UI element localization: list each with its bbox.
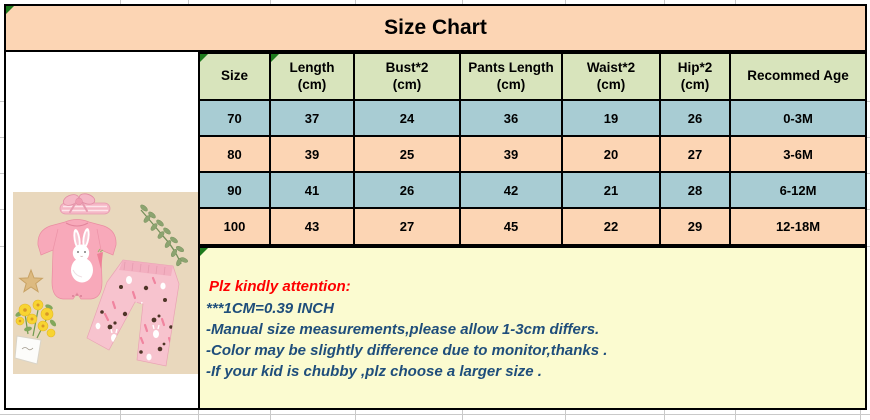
column-header-hip: Hip*2 (cm) xyxy=(661,54,731,101)
gridline xyxy=(188,0,189,4)
column-header-bust: Bust*2 (cm) xyxy=(355,54,461,101)
table-cell: 0-3M xyxy=(731,101,865,137)
product-photo-cell xyxy=(4,52,203,410)
column-header-waist: Waist*2 (cm) xyxy=(563,54,661,101)
flowers-graphic xyxy=(14,299,57,365)
table-cell: 26 xyxy=(661,101,731,137)
product-photo xyxy=(13,192,203,374)
table-cell: 25 xyxy=(355,137,461,173)
gridline xyxy=(867,101,870,102)
gridline xyxy=(735,410,736,420)
note-line: -If your kid is chubby ,plz choose a lar… xyxy=(206,363,542,380)
table-cell: 36 xyxy=(461,101,563,137)
page-title-text: Size Chart xyxy=(384,16,487,39)
table-cell: 39 xyxy=(271,137,355,173)
table-cell: 29 xyxy=(661,209,731,244)
gridline xyxy=(867,137,870,138)
table-cell: 24 xyxy=(355,101,461,137)
table-cell: 19 xyxy=(563,101,661,137)
gridline xyxy=(735,0,736,4)
column-header-size: Size xyxy=(200,54,271,101)
table-cell: 28 xyxy=(661,173,731,209)
notes-heading: Plz kindly attention: xyxy=(209,278,351,295)
gridline xyxy=(565,0,566,4)
gridline xyxy=(664,410,665,420)
green-corner-marker xyxy=(271,54,279,62)
gridline xyxy=(355,0,356,4)
table-cell: 80 xyxy=(200,137,271,173)
gridline xyxy=(0,173,4,174)
gridline xyxy=(664,0,665,4)
note-line: -Color may be slightly difference due to… xyxy=(206,342,608,359)
star-graphic xyxy=(18,268,44,293)
table-cell: 41 xyxy=(271,173,355,209)
gridline xyxy=(867,209,870,210)
column-header-pants-length: Pants Length (cm) xyxy=(461,54,563,101)
gridline xyxy=(867,173,870,174)
pants-graphic xyxy=(86,259,180,367)
bunny-print xyxy=(71,228,104,283)
gridline xyxy=(120,0,121,4)
column-header-length: Length (cm) xyxy=(271,54,355,101)
romper-graphic xyxy=(37,219,117,300)
table-cell: 26 xyxy=(355,173,461,209)
table-cell: 12-18M xyxy=(731,209,865,244)
gridline xyxy=(270,410,271,420)
table-cell: 27 xyxy=(355,209,461,244)
headband-graphic xyxy=(59,193,111,215)
gridline xyxy=(198,410,199,420)
table-cell: 43 xyxy=(271,209,355,244)
table-cell: 37 xyxy=(271,101,355,137)
gridline xyxy=(462,0,463,4)
note-line: -Manual size measurements,please allow 1… xyxy=(206,321,600,338)
gridline xyxy=(0,101,4,102)
gridline xyxy=(0,137,4,138)
green-corner-marker xyxy=(6,6,14,14)
table-cell: 20 xyxy=(563,137,661,173)
table-cell: 70 xyxy=(200,101,271,137)
gridline xyxy=(120,410,121,420)
gridline xyxy=(867,246,870,247)
table-cell: 42 xyxy=(461,173,563,209)
table-cell: 45 xyxy=(461,209,563,244)
gridline xyxy=(270,0,271,4)
gridline xyxy=(565,410,566,420)
page-title: Size Chart xyxy=(4,4,867,52)
table-cell: 90 xyxy=(200,173,271,209)
table-cell: 100 xyxy=(200,209,271,244)
table-cell: 21 xyxy=(563,173,661,209)
column-header-recommed-age: Recommed Age xyxy=(731,54,865,101)
table-cell: 3-6M xyxy=(731,137,865,173)
eucalyptus-graphic xyxy=(140,204,188,267)
notes-panel: Plz kindly attention: ***1CM=0.39 INCH -… xyxy=(198,246,867,410)
green-corner-marker xyxy=(200,248,208,256)
table-cell: 6-12M xyxy=(731,173,865,209)
green-corner-marker xyxy=(200,54,208,62)
gridline xyxy=(860,410,861,420)
gridline xyxy=(462,410,463,420)
gridline xyxy=(355,410,356,420)
table-cell: 22 xyxy=(563,209,661,244)
gridline xyxy=(0,209,4,210)
table-cell: 39 xyxy=(461,137,563,173)
size-table: Size Length (cm) Bust*2 (cm) Pants Length(… xyxy=(198,52,867,246)
note-line: ***1CM=0.39 INCH xyxy=(206,300,334,317)
gridline xyxy=(0,246,4,247)
table-cell: 27 xyxy=(661,137,731,173)
gridline xyxy=(0,414,870,415)
